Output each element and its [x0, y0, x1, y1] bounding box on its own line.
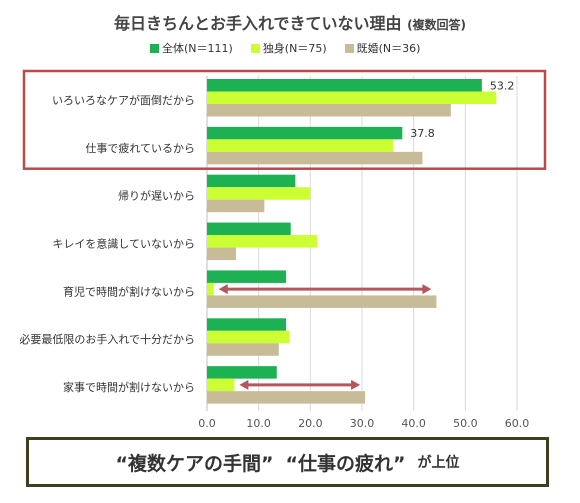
bar	[207, 174, 296, 188]
legend-item-single: 独身(N＝75)	[250, 40, 327, 56]
bar	[207, 366, 277, 379]
bar	[207, 104, 451, 117]
annotation-arrow-head-left	[239, 379, 249, 390]
category-label: キレイを意識していないから	[52, 237, 195, 251]
x-tick-label: 20.0	[298, 417, 323, 430]
bar	[207, 318, 287, 331]
category-label: 家事で時間が割けないから	[63, 380, 195, 394]
legend-swatch-all	[150, 43, 159, 53]
x-tick-label: 50.0	[453, 417, 478, 430]
banner-text-3: が上位	[417, 455, 460, 471]
bar-chart: 0.0 10.0 20.0 30.0 40.0 50.0 60.0 いろいろなケアが面倒だから…	[19, 69, 547, 430]
bar	[207, 295, 437, 308]
legend-label-married: 既婚(N＝36)	[356, 42, 421, 55]
bar	[207, 343, 279, 356]
legend-item-married: 既婚(N＝36)	[344, 40, 421, 56]
bar	[207, 222, 291, 236]
legend: 全体(N＝111) 独身(N＝75) 既婚(N＝36)	[150, 40, 420, 56]
legend-label-single: 独身(N＝75)	[262, 42, 327, 55]
bar	[207, 391, 366, 404]
x-tick-label: 0.0	[198, 417, 216, 430]
summary-banner: “複数ケアの手間” “仕事の疲れ” が上位	[26, 437, 549, 487]
bar	[207, 139, 393, 152]
bar	[207, 247, 236, 261]
bar	[207, 199, 265, 213]
bar	[207, 151, 423, 165]
x-tick-label: 60.0	[505, 417, 530, 430]
chart-title-text: 毎日きちんとお手入れできていない理由	[113, 14, 402, 33]
bar	[207, 79, 482, 92]
banner-text-1: “複数ケアの手間”	[115, 452, 274, 475]
banner-text-2: “仕事の疲れ”	[285, 452, 406, 475]
bar	[207, 91, 497, 104]
data-label: 37.8	[410, 127, 435, 140]
bar	[207, 378, 235, 392]
highlight-box	[22, 69, 547, 170]
bar	[207, 187, 311, 200]
category-label: 育児で時間が割けないから	[63, 284, 195, 298]
legend-label-all: 全体(N＝111)	[162, 42, 233, 55]
bar	[207, 270, 287, 283]
chart-title: 毎日きちんとお手入れできていない理由 (複数回答)	[0, 10, 580, 34]
bar	[207, 282, 214, 296]
legend-swatch-married	[344, 43, 354, 53]
annotation-arrow-head-right	[422, 284, 432, 295]
bar	[207, 126, 403, 140]
bar	[207, 235, 318, 248]
data-label: 53.2	[490, 79, 515, 92]
category-label: 必要最低限のお手入れで十分だから	[19, 332, 195, 346]
category-label: いろいろなケアが面倒だから	[52, 93, 195, 107]
category-label: 帰りが遅いから	[118, 189, 195, 203]
chart-subtitle: (複数回答)	[407, 18, 467, 32]
category-label: 仕事で疲れているから	[85, 141, 195, 155]
legend-item-all: 全体(N＝111)	[150, 40, 233, 56]
legend-swatch-single	[250, 43, 260, 53]
bar	[207, 330, 290, 344]
annotation-arrow-head-right	[351, 379, 361, 390]
x-tick-label: 30.0	[350, 417, 375, 430]
x-tick-label: 10.0	[246, 417, 271, 430]
x-tick-label: 40.0	[401, 417, 426, 430]
annotation-arrow-head-left	[218, 284, 228, 295]
